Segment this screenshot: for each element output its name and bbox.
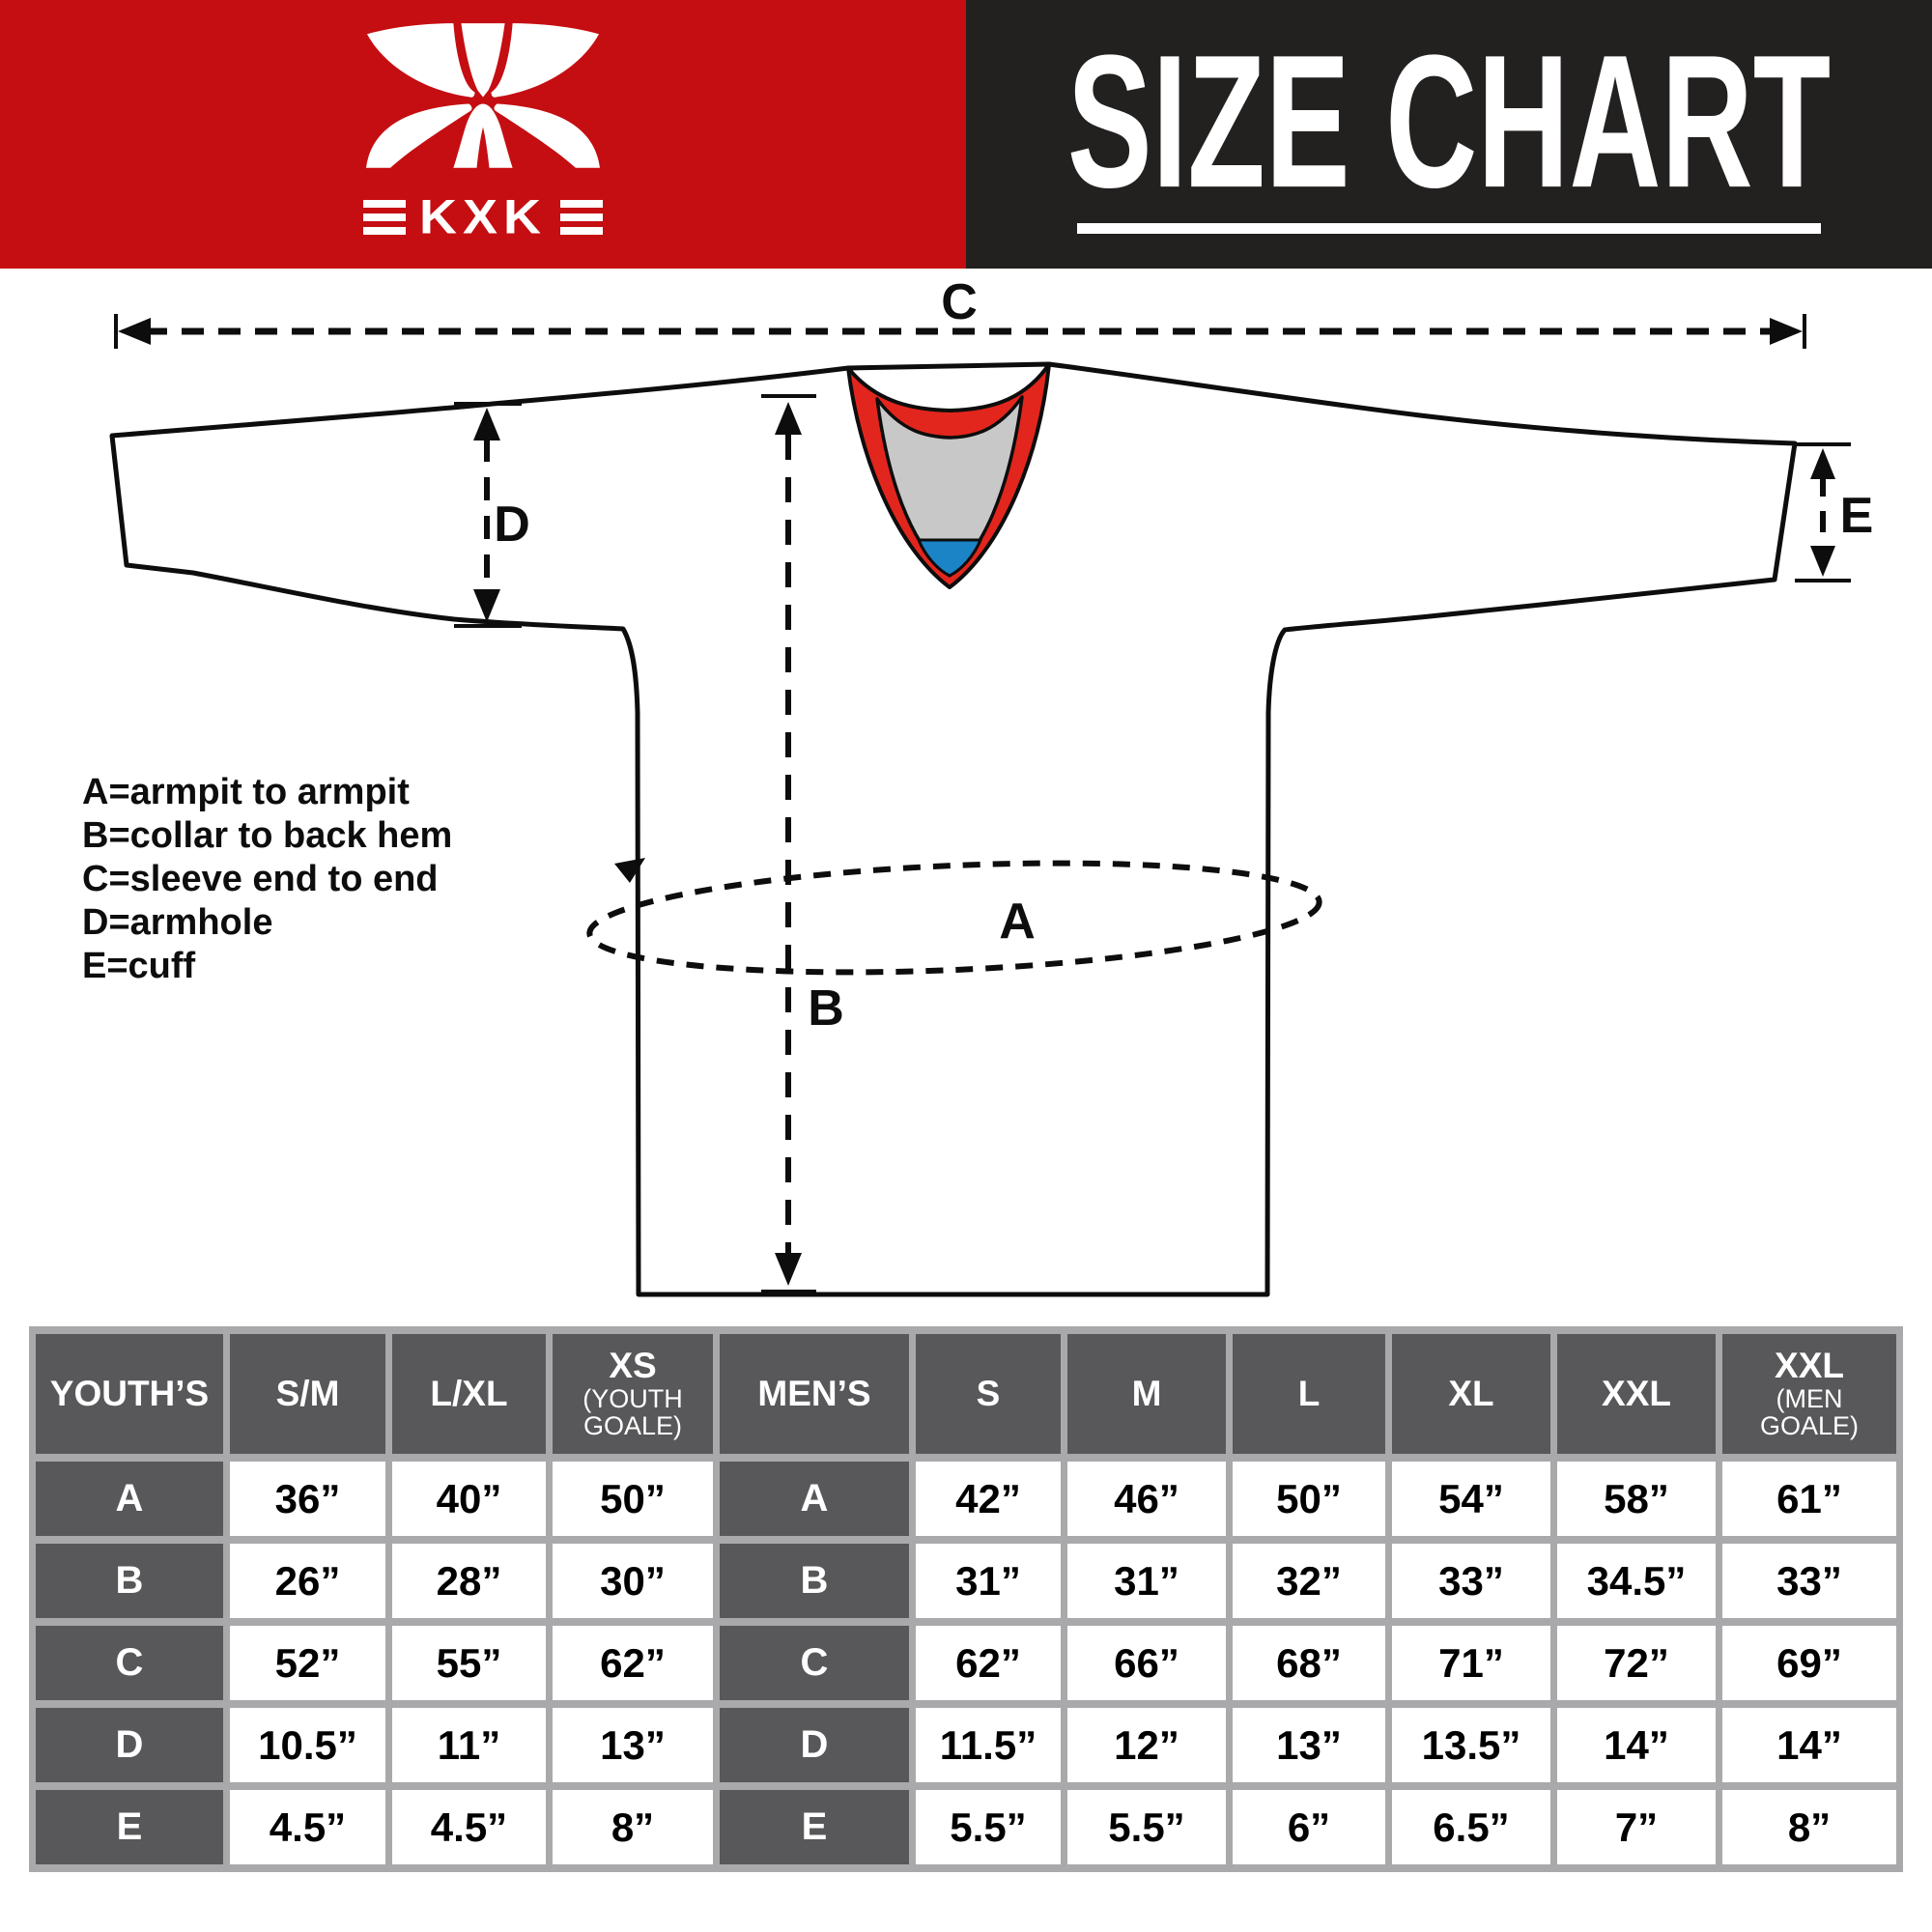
measure-label-c: C: [941, 274, 978, 330]
row-label: D: [720, 1708, 909, 1782]
jersey-outline: [109, 361, 1798, 1297]
title-underline: [1077, 222, 1821, 234]
measure-label-a: A: [999, 894, 1036, 950]
row-label: E: [720, 1790, 909, 1864]
col-header-mens: MEN’S: [720, 1334, 909, 1454]
jersey-svg: [109, 314, 1851, 1297]
jersey-measurement-diagram: C D E B A A=armpit to armpit B=collar to…: [0, 269, 1932, 1326]
col-header-lxl: L/XL: [392, 1334, 546, 1454]
col-header-xl: XL: [1392, 1334, 1550, 1454]
row-label: C: [720, 1626, 909, 1700]
row-label: B: [720, 1544, 909, 1618]
kxk-emblem-icon: [365, 22, 601, 178]
size-table-section: YOUTH’S S/M L/XL XS (YOUTH GOALE) MEN’S …: [0, 1326, 1932, 1872]
measure-arrow-c: [114, 314, 1806, 349]
table-row-b: B 26” 28” 30” B 31” 31” 32” 33” 34.5” 33…: [36, 1544, 1896, 1618]
col-header-xs-youth-goale: XS (YOUTH GOALE): [553, 1334, 713, 1454]
row-label: D: [36, 1708, 223, 1782]
brand-wordmark: KXK: [418, 189, 547, 244]
collar-blue-tip: [916, 538, 983, 578]
measure-arrow-b: [761, 394, 816, 1293]
measure-label-d: D: [494, 497, 530, 553]
row-label: E: [36, 1790, 223, 1864]
size-table: YOUTH’S S/M L/XL XS (YOUTH GOALE) MEN’S …: [29, 1326, 1903, 1872]
page-header: KXK SIZE CHART: [0, 0, 1932, 269]
table-row-e: E 4.5” 4.5” 8” E 5.5” 5.5” 6” 6.5” 7” 8”: [36, 1790, 1896, 1864]
row-label: A: [36, 1462, 223, 1536]
row-label: C: [36, 1626, 223, 1700]
measure-label-b: B: [808, 980, 844, 1037]
collar-inner-gray: [875, 395, 1024, 578]
col-header-l: L: [1233, 1334, 1385, 1454]
header-dark-panel: SIZE CHART: [966, 0, 1932, 269]
measure-arrow-e: [1795, 442, 1851, 582]
logo-right-bars-icon: [560, 199, 603, 235]
measure-label-e: E: [1839, 488, 1874, 544]
measurement-legend: A=armpit to armpit B=collar to back hem …: [82, 771, 452, 988]
row-label: A: [720, 1462, 909, 1536]
col-header-xxl: XXL: [1557, 1334, 1716, 1454]
logo-left-bars-icon: [362, 199, 406, 235]
legend-item-d: D=armhole: [82, 902, 273, 943]
col-header-s: S: [916, 1334, 1061, 1454]
table-row-d: D 10.5” 11” 13” D 11.5” 12” 13” 13.5” 14…: [36, 1708, 1896, 1782]
table-header-row: YOUTH’S S/M L/XL XS (YOUTH GOALE) MEN’S …: [36, 1334, 1896, 1454]
legend-item-c: C=sleeve end to end: [82, 859, 439, 899]
row-label: B: [36, 1544, 223, 1618]
page-title: SIZE CHART: [1066, 14, 1832, 227]
header-red-panel: KXK: [0, 0, 966, 269]
legend-item-e: E=cuff: [82, 946, 196, 986]
brand-logo: KXK: [362, 22, 603, 247]
col-header-sm: S/M: [230, 1334, 385, 1454]
col-header-xxl-men-goale: XXL (MEN GOALE): [1722, 1334, 1896, 1454]
legend-item-b: B=collar to back hem: [82, 815, 453, 856]
table-row-c: C 52” 55” 62” C 62” 66” 68” 71” 72” 69”: [36, 1626, 1896, 1700]
measure-ellipse-a: [586, 858, 1322, 976]
measure-arrow-d: [454, 402, 522, 628]
col-header-m: M: [1067, 1334, 1226, 1454]
legend-item-a: A=armpit to armpit: [82, 772, 410, 812]
table-row-a: A 36” 40” 50” A 42” 46” 50” 54” 58” 61”: [36, 1462, 1896, 1536]
col-header-youths: YOUTH’S: [36, 1334, 223, 1454]
